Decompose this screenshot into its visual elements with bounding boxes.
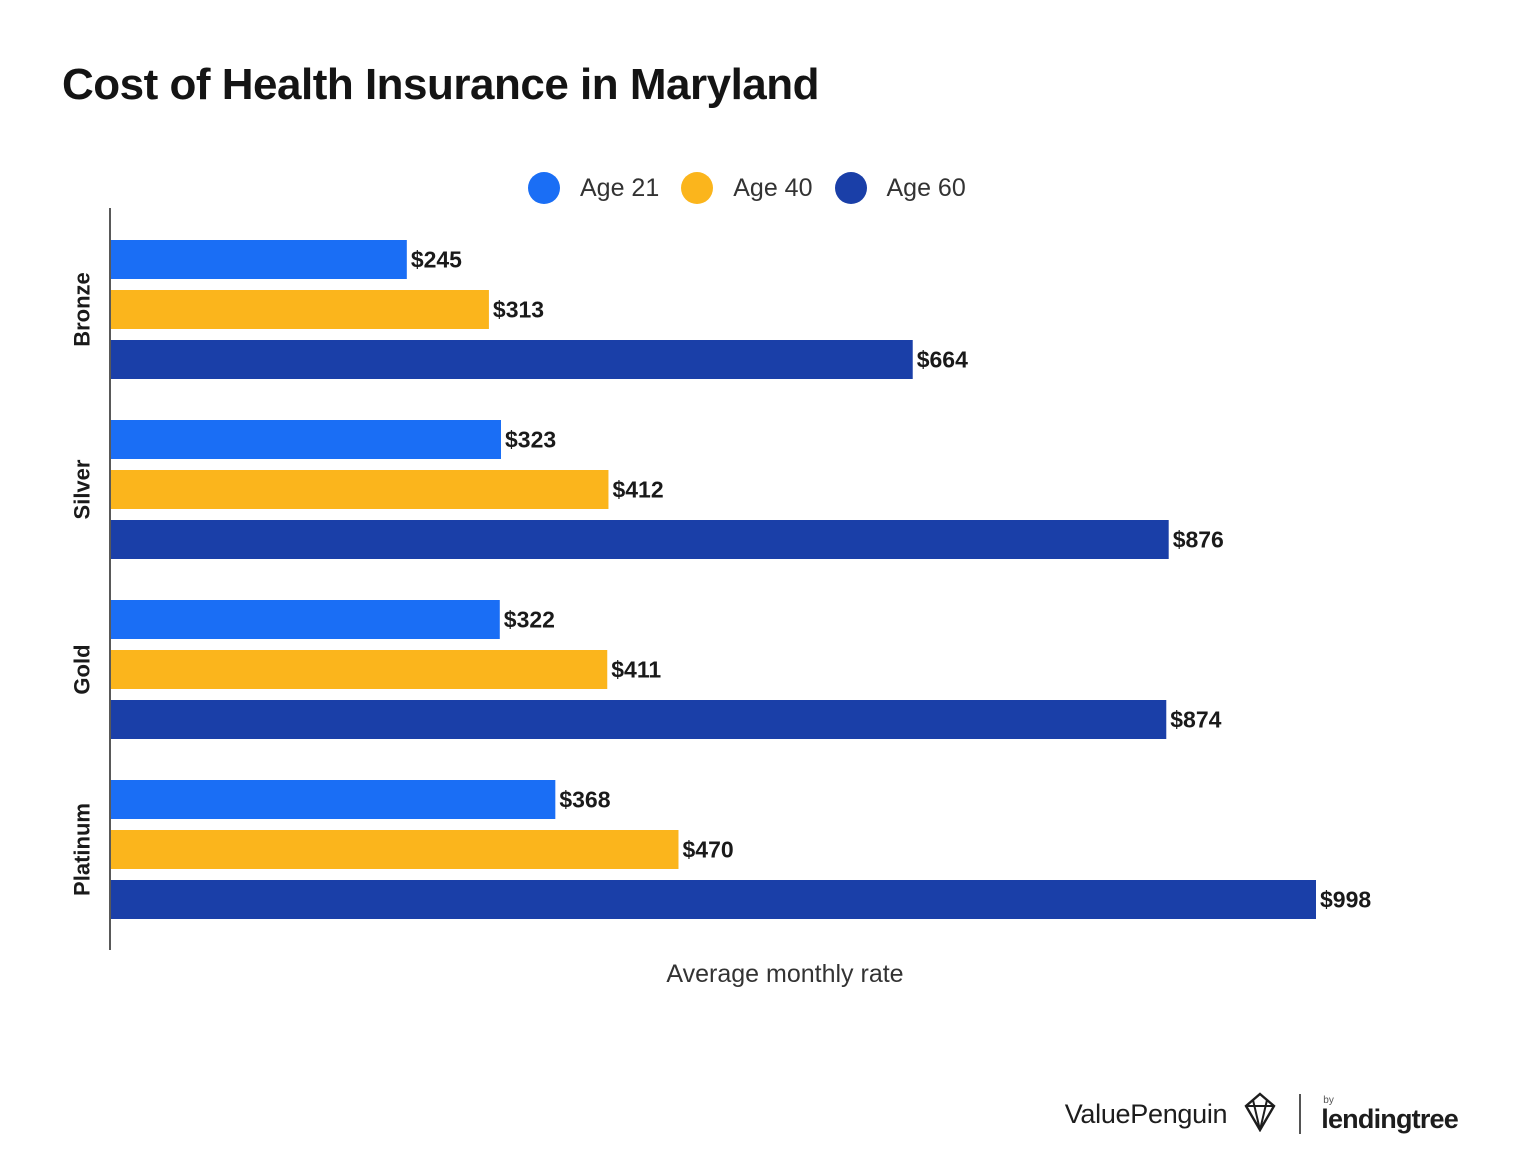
- legend-swatch-age-21: [528, 172, 560, 204]
- y-tick-label-gold: Gold: [70, 644, 95, 694]
- bar-silver-age-40: [111, 470, 609, 509]
- data-label-bronze-age-40: $313: [493, 297, 544, 323]
- lendingtree-by-text: by: [1323, 1094, 1334, 1106]
- penguin-logo-icon: [1241, 1091, 1279, 1137]
- y-tick-label-silver: Silver: [70, 459, 95, 519]
- data-label-bronze-age-21: $245: [411, 247, 462, 273]
- legend-swatch-age-60: [834, 172, 867, 204]
- x-axis-label: Average monthly rate: [666, 960, 904, 988]
- bar-silver-age-60: [111, 520, 1169, 559]
- data-label-gold-age-40: $411: [611, 657, 661, 683]
- legend-label-age-21: Age 21: [580, 173, 660, 202]
- bar-gold-age-40: [111, 650, 608, 689]
- brand-divider: [1299, 1094, 1302, 1134]
- data-label-silver-age-60: $876: [1173, 527, 1224, 553]
- legend-item-age-21: Age 21: [528, 172, 659, 204]
- bar-silver-age-21: [111, 420, 501, 459]
- data-label-gold-age-21: $322: [504, 607, 555, 633]
- bar-bronze-age-21: [111, 240, 407, 279]
- data-label-platinum-age-21: $368: [559, 787, 610, 813]
- lendingtree-logo-text: lendingtree: [1321, 1103, 1459, 1134]
- y-tick-label-bronze: Bronze: [70, 272, 95, 347]
- legend-label-age-40: Age 40: [733, 173, 813, 202]
- chart-legend: Age 21 Age 40 Age 60: [528, 170, 970, 206]
- legend-item-age-60: Age 60: [834, 172, 966, 204]
- bar-bronze-age-60: [111, 340, 913, 379]
- data-label-silver-age-21: $323: [505, 427, 556, 453]
- legend-swatch-age-40: [681, 172, 714, 204]
- data-label-platinum-age-60: $998: [1320, 887, 1371, 913]
- lendingtree-logo: by lendingtree: [1321, 1094, 1459, 1134]
- valuepenguin-logo-text: ValuePenguin: [1064, 1098, 1228, 1129]
- chart-title: Cost of Health Insurance in Maryland: [62, 60, 820, 109]
- bar-platinum-age-60: [111, 880, 1316, 919]
- legend-label-age-60: Age 60: [886, 173, 966, 202]
- data-label-platinum-age-40: $470: [682, 837, 733, 863]
- y-tick-label-platinum: Platinum: [70, 803, 95, 896]
- data-label-silver-age-40: $412: [612, 477, 663, 503]
- footer-branding: ValuePenguin by lendingtree: [1064, 1091, 1459, 1137]
- legend-item-age-40: Age 40: [681, 172, 813, 204]
- data-label-gold-age-60: $874: [1170, 707, 1221, 733]
- bar-platinum-age-21: [111, 780, 556, 819]
- data-label-bronze-age-60: $664: [917, 347, 968, 373]
- bar-platinum-age-40: [111, 830, 679, 869]
- bar-bronze-age-40: [111, 290, 489, 329]
- bar-gold-age-60: [111, 700, 1167, 739]
- bar-gold-age-21: [111, 600, 500, 639]
